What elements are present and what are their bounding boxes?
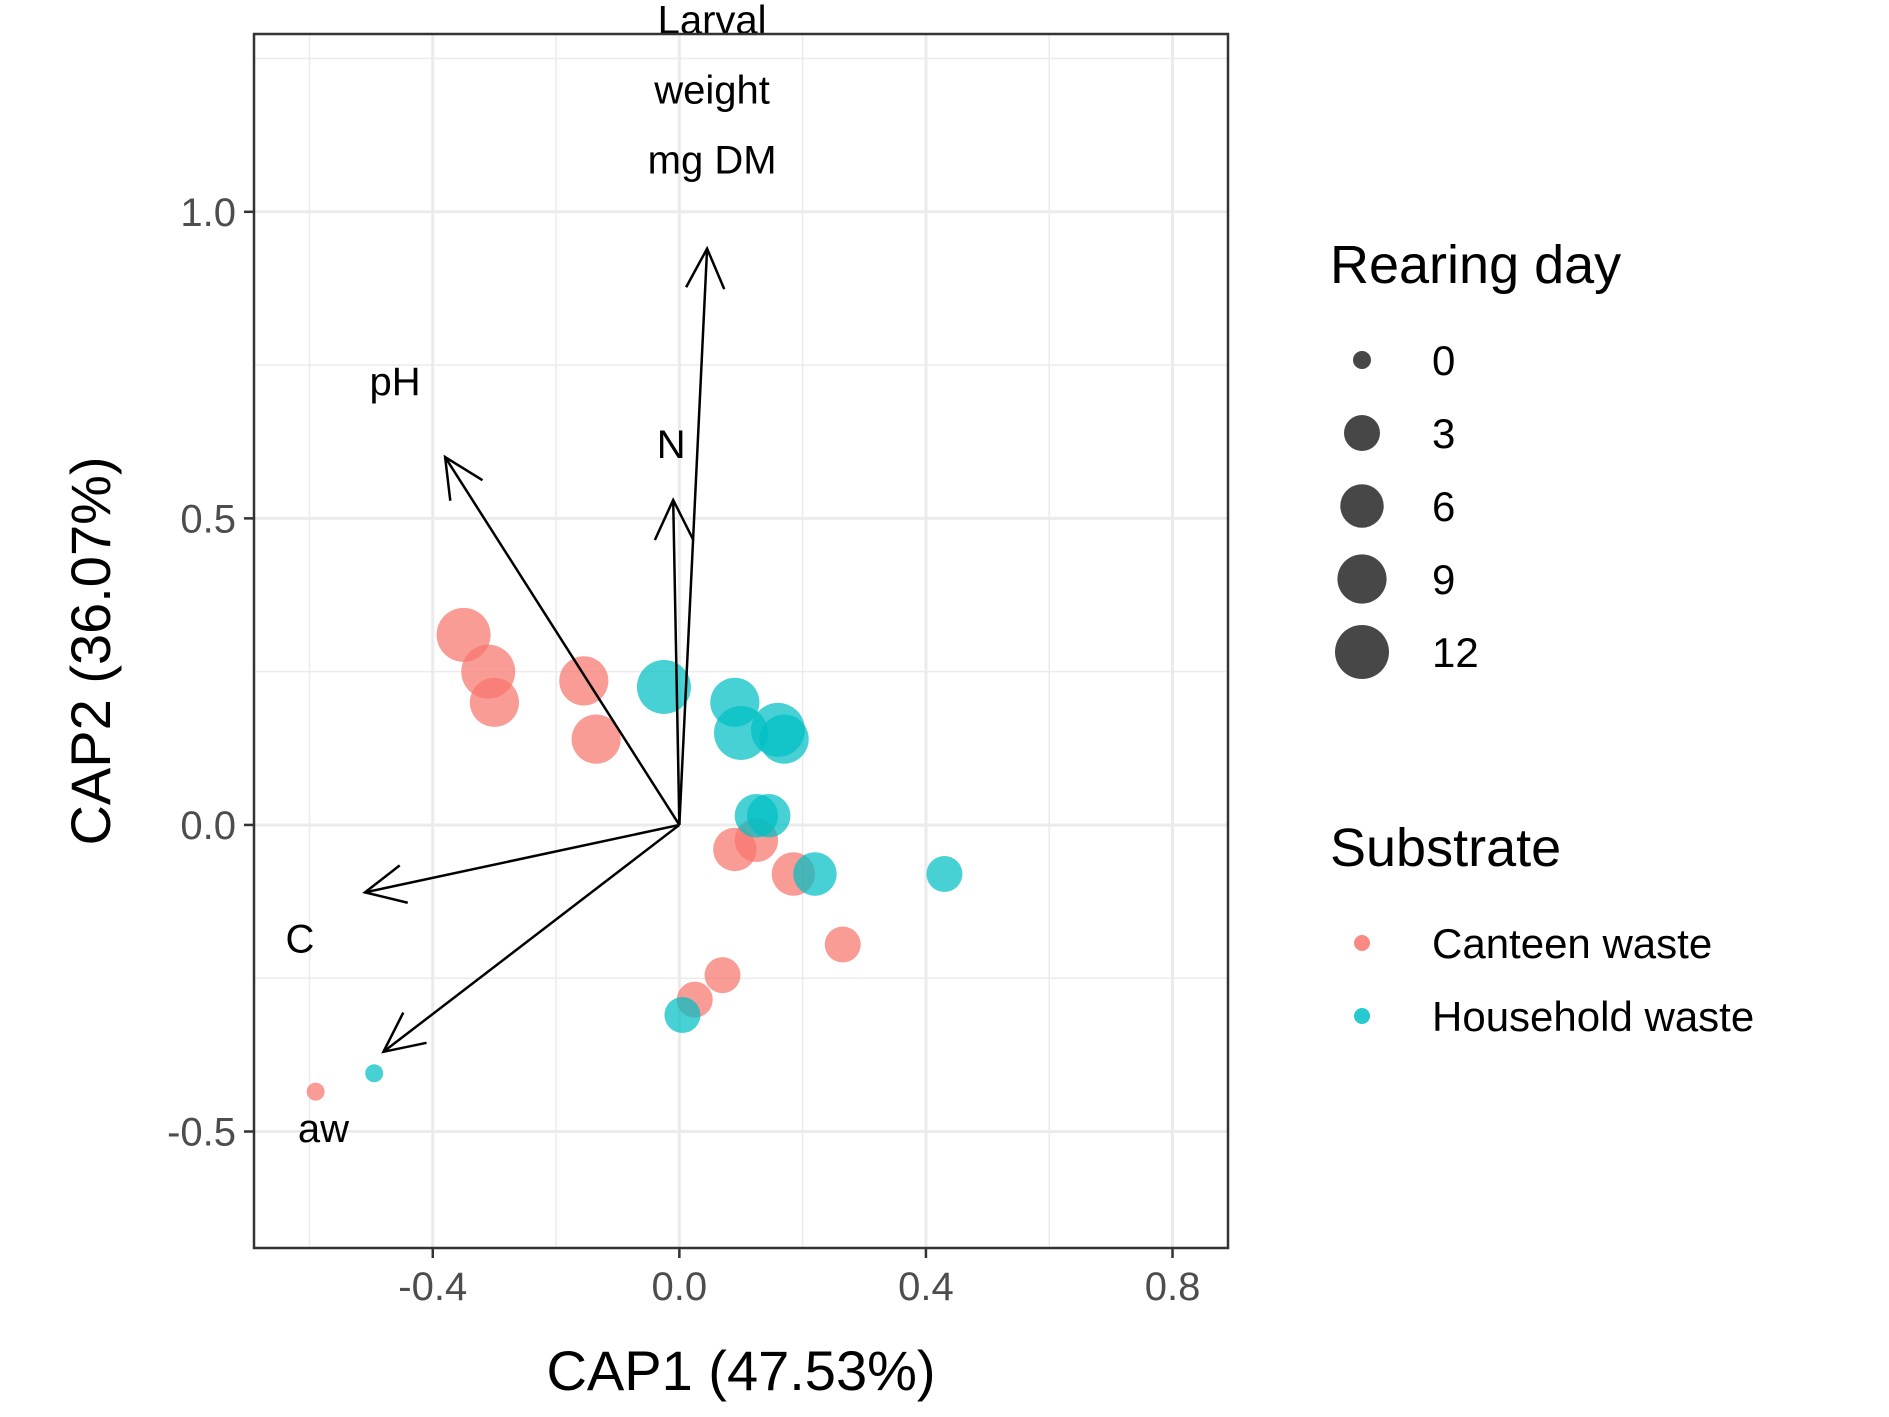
legend-size-key — [1337, 554, 1387, 604]
legend-size-label: 9 — [1432, 556, 1455, 603]
series-household-waste — [365, 659, 963, 1083]
vector-arrowhead — [362, 864, 409, 904]
vector-line — [678, 248, 709, 825]
data-point — [636, 659, 691, 714]
vector-line — [382, 823, 681, 1053]
data-point — [759, 714, 809, 764]
vector-line — [444, 456, 681, 826]
vector-arrowhead — [381, 1011, 427, 1054]
panel-border — [252, 32, 1230, 1250]
x-tick-label: 0.8 — [1145, 1265, 1201, 1309]
legend-rearing-day: Rearing day 0 3 6 9 12 — [1330, 235, 1621, 679]
vector-ph: pH — [370, 360, 681, 826]
legend-rearing-day-title: Rearing day — [1330, 235, 1621, 295]
legend-size-label: 3 — [1432, 410, 1455, 457]
data-points — [306, 607, 963, 1101]
x-axis-title: CAP1 (47.53%) — [546, 1339, 935, 1402]
vector-label: C — [286, 917, 315, 961]
legend-size-key — [1335, 625, 1389, 679]
legend-size-label: 12 — [1432, 629, 1479, 676]
y-axis-title: CAP2 (36.07%) — [59, 456, 122, 845]
legend-size-label: 6 — [1432, 483, 1455, 530]
vector-label: aw — [298, 1107, 349, 1151]
vector-arrowhead — [653, 497, 695, 541]
y-tick-label: 0.0 — [180, 804, 236, 848]
y-tick-label: -0.5 — [167, 1111, 236, 1155]
data-point — [747, 794, 791, 838]
legend-color-label: Household waste — [1432, 993, 1754, 1040]
legend-size-key — [1340, 484, 1384, 528]
legend-size-key — [1344, 415, 1380, 451]
legend-substrate: Substrate Canteen waste Household waste — [1330, 818, 1754, 1040]
data-point — [926, 855, 963, 892]
legend-substrate-title: Substrate — [1330, 818, 1561, 878]
x-tick-label: 0.4 — [898, 1265, 954, 1309]
vector-n: N — [653, 423, 695, 825]
data-point — [793, 852, 837, 896]
legend-color-label: Canteen waste — [1432, 920, 1712, 967]
vector-label: mg DM — [648, 139, 777, 183]
data-point — [571, 714, 621, 764]
env-vectors: Larval weight mg DM pH N Caw — [286, 0, 777, 1151]
legend-color-key — [1354, 935, 1370, 951]
legend-color-key — [1354, 1008, 1370, 1024]
y-axis-ticks: -0.5 0.0 0.5 1.0 — [167, 191, 254, 1155]
vector-larval-weight-mg-dm: Larval weight mg DM — [648, 0, 777, 825]
legend-size-label: 0 — [1432, 337, 1455, 384]
x-tick-label: -0.4 — [398, 1265, 467, 1309]
grid-lines — [254, 34, 1228, 1248]
data-point — [559, 656, 609, 706]
series-canteen-waste — [306, 607, 861, 1101]
data-point — [365, 1064, 384, 1083]
x-tick-label: 0.0 — [652, 1265, 708, 1309]
vector-label: weight — [653, 69, 770, 113]
data-point — [824, 926, 861, 963]
data-point — [306, 1082, 325, 1101]
vector-label: pH — [370, 360, 421, 404]
y-tick-label: 0.5 — [180, 497, 236, 541]
vector-label: N — [657, 423, 686, 467]
legend-size-key — [1353, 351, 1371, 369]
data-point — [704, 957, 741, 994]
vector-line — [364, 823, 680, 894]
vector-c: C — [286, 823, 680, 961]
vector-aw: aw — [298, 823, 681, 1151]
vector-arrowhead — [443, 454, 484, 501]
vector-line — [671, 499, 681, 825]
data-point — [664, 997, 701, 1034]
y-tick-label: 1.0 — [180, 191, 236, 235]
vector-label: Larval — [658, 0, 767, 43]
vector-arrowhead — [685, 245, 726, 290]
x-axis-ticks: -0.4 0.0 0.4 0.8 — [398, 1248, 1200, 1309]
data-point — [469, 677, 520, 727]
